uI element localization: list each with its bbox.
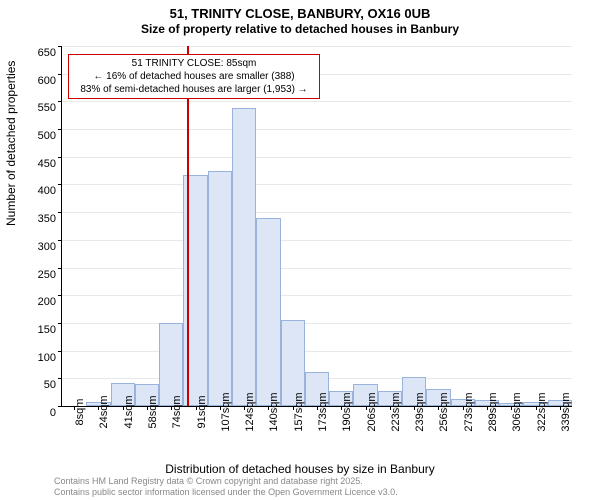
chart-title-sub: Size of property relative to detached ho… <box>0 21 600 36</box>
y-tick-label: 100 <box>38 352 62 364</box>
x-tick-mark <box>366 406 367 410</box>
gridline <box>62 351 572 352</box>
plot-area: 050100150200250300350400450500550600650 … <box>62 46 572 406</box>
gridline <box>62 240 572 241</box>
x-tick-label: 256sqm <box>438 392 450 431</box>
y-tick-label: 500 <box>38 130 62 142</box>
x-tick-mark <box>74 406 75 410</box>
x-tick-mark <box>487 406 488 410</box>
y-tick-label: 150 <box>38 324 62 336</box>
y-tick-mark <box>58 101 62 102</box>
x-tick-mark <box>536 406 537 410</box>
y-tick-mark <box>58 46 62 47</box>
x-tick-mark <box>147 406 148 410</box>
x-axis-label: Distribution of detached houses by size … <box>0 462 600 476</box>
footer-line2: Contains public sector information licen… <box>54 487 398 498</box>
x-tick-label: 173sqm <box>317 392 329 431</box>
x-tick-mark <box>560 406 561 410</box>
x-tick-label: 306sqm <box>511 392 523 431</box>
x-tick-label: 41sqm <box>123 395 135 428</box>
y-tick-mark <box>58 323 62 324</box>
x-tick-label: 322sqm <box>536 392 548 431</box>
gridline <box>62 323 572 324</box>
y-tick-mark <box>58 406 62 407</box>
x-tick-label: 8sqm <box>74 399 86 426</box>
y-tick-label: 450 <box>38 158 62 170</box>
y-tick-mark <box>58 351 62 352</box>
gridline <box>62 129 572 130</box>
gridline <box>62 184 572 185</box>
x-tick-mark <box>171 406 172 410</box>
y-tick-mark <box>58 378 62 379</box>
annotation-line: 51 TRINITY CLOSE: 85sqm <box>73 57 315 70</box>
x-tick-mark <box>341 406 342 410</box>
x-tick-mark <box>317 406 318 410</box>
y-tick-mark <box>58 184 62 185</box>
x-tick-label: 239sqm <box>414 392 426 431</box>
annotation-line: ← 16% of detached houses are smaller (38… <box>73 70 315 83</box>
footer-line1: Contains HM Land Registry data © Crown c… <box>54 476 398 487</box>
x-tick-label: 107sqm <box>220 392 232 431</box>
x-tick-label: 339sqm <box>560 392 572 431</box>
y-tick-label: 650 <box>38 47 62 59</box>
gridline <box>62 295 572 296</box>
y-tick-mark <box>58 295 62 296</box>
x-tick-label: 157sqm <box>293 392 305 431</box>
annotation-line: 83% of semi-detached houses are larger (… <box>73 83 315 96</box>
y-tick-label: 350 <box>38 213 62 225</box>
y-tick-label: 250 <box>38 269 62 281</box>
y-tick-mark <box>58 129 62 130</box>
y-tick-label: 300 <box>38 241 62 253</box>
x-tick-mark <box>438 406 439 410</box>
x-tick-label: 24sqm <box>98 395 110 428</box>
y-tick-label: 50 <box>44 379 62 391</box>
marker-line <box>187 46 189 406</box>
x-tick-label: 74sqm <box>171 395 183 428</box>
gridline <box>62 46 572 47</box>
x-tick-mark <box>123 406 124 410</box>
x-tick-mark <box>268 406 269 410</box>
x-tick-mark <box>98 406 99 410</box>
y-tick-label: 400 <box>38 185 62 197</box>
x-tick-label: 91sqm <box>196 395 208 428</box>
chart-container: 51, TRINITY CLOSE, BANBURY, OX16 0UB Siz… <box>0 0 600 500</box>
x-tick-label: 190sqm <box>341 392 353 431</box>
x-tick-mark <box>463 406 464 410</box>
x-tick-label: 206sqm <box>366 392 378 431</box>
y-tick-mark <box>58 240 62 241</box>
annotation-box: 51 TRINITY CLOSE: 85sqm← 16% of detached… <box>68 54 320 99</box>
y-tick-mark <box>58 268 62 269</box>
chart-footer: Contains HM Land Registry data © Crown c… <box>54 476 398 498</box>
x-tick-label: 140sqm <box>268 392 280 431</box>
x-tick-label: 273sqm <box>463 392 475 431</box>
y-tick-label: 200 <box>38 296 62 308</box>
gridline <box>62 157 572 158</box>
y-tick-mark <box>58 157 62 158</box>
x-tick-label: 223sqm <box>390 392 402 431</box>
y-axis-label: Number of detached properties <box>4 61 18 226</box>
x-tick-mark <box>511 406 512 410</box>
x-tick-mark <box>220 406 221 410</box>
y-tick-mark <box>58 74 62 75</box>
histogram-bar <box>256 218 280 406</box>
x-tick-label: 124sqm <box>244 392 256 431</box>
x-tick-label: 289sqm <box>487 392 499 431</box>
gridline <box>62 101 572 102</box>
x-tick-mark <box>244 406 245 410</box>
x-tick-label: 58sqm <box>147 395 159 428</box>
histogram-bar <box>159 323 183 406</box>
x-tick-mark <box>414 406 415 410</box>
y-tick-mark <box>58 212 62 213</box>
y-tick-label: 550 <box>38 102 62 114</box>
chart-title-main: 51, TRINITY CLOSE, BANBURY, OX16 0UB <box>0 0 600 21</box>
y-tick-label: 0 <box>50 407 62 419</box>
x-tick-mark <box>196 406 197 410</box>
gridline <box>62 268 572 269</box>
histogram-bar <box>208 171 232 406</box>
x-tick-mark <box>390 406 391 410</box>
gridline <box>62 212 572 213</box>
y-tick-label: 600 <box>38 75 62 87</box>
histogram-bar <box>232 108 256 406</box>
x-tick-mark <box>293 406 294 410</box>
